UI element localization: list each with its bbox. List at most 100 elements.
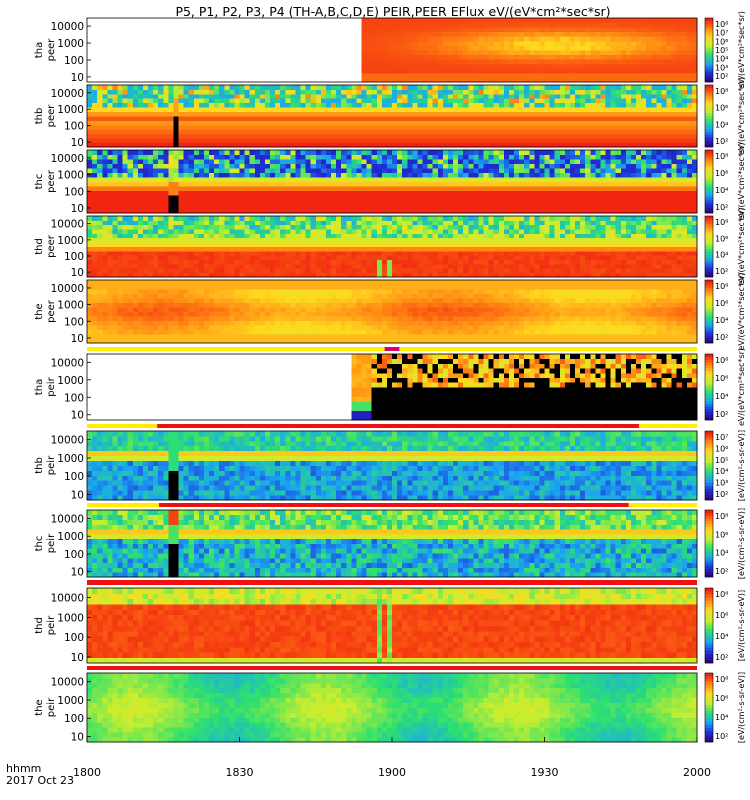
heatmap-cell [651,150,657,155]
heatmap-cell [173,85,179,90]
heatmap-cell [691,186,698,191]
heatmap-cell [620,68,627,74]
heatmap-cell [249,186,256,191]
heatmap-cell [285,229,291,234]
heatmap-cell [575,129,581,135]
heatmap-cell [453,208,459,214]
heatmap-cell [356,129,362,135]
heatmap-cell [641,59,647,65]
heatmap-cell [107,142,113,148]
heatmap-cell [544,54,550,60]
heatmap-cell [198,259,205,265]
heatmap-cell [458,204,464,209]
heatmap-cell [442,181,449,187]
heatmap-cell [458,102,464,108]
heatmap-cell [519,22,525,28]
heatmap-cell [437,163,444,169]
heatmap-cell [229,216,235,221]
heatmap-cell [87,102,93,108]
heatmap-cell [376,116,383,121]
heatmap-cell [447,124,454,130]
heatmap-cell [117,111,123,117]
heatmap-cell [122,216,129,221]
colorbar-segment [705,108,713,112]
heatmap-cell [331,138,337,143]
heatmap-cell [183,268,190,274]
heatmap-cell [514,168,520,173]
heatmap-cell [600,172,606,178]
heatmap-cell [671,181,678,187]
heatmap-cell [290,138,296,143]
heatmap-cell [417,186,423,191]
heatmap-cell [569,186,576,191]
heatmap-cell [117,233,123,239]
heatmap-cell [173,250,179,256]
heatmap-cell [158,259,164,265]
heatmap-cell [300,204,306,209]
heatmap-cell [356,181,362,187]
heatmap-cell [137,242,144,247]
heatmap-cell [468,181,474,187]
heatmap-cell [630,116,637,121]
heatmap-cell [453,40,459,46]
heatmap-cell [346,111,352,117]
heatmap-cell [336,181,342,187]
heatmap-cell [397,120,403,126]
heatmap-cell [620,195,627,200]
heatmap-cell [651,199,657,205]
heatmap-cell [178,237,184,243]
heatmap-cell [361,50,367,55]
heatmap-cell [483,163,489,169]
heatmap-cell [209,216,215,221]
heatmap-cell [427,85,434,90]
heatmap-cell [620,129,627,135]
heatmap-cell [270,195,276,200]
heatmap-cell [641,150,647,155]
heatmap-cell [122,224,129,230]
heatmap-cell [178,85,184,90]
heatmap-cell [458,85,464,90]
heatmap-cell [325,107,332,112]
heatmap-cell [468,124,474,130]
heatmap-cell [534,168,540,173]
heatmap-cell [641,163,647,169]
heatmap-cell [264,233,271,239]
heatmap-cell [534,22,540,28]
heatmap-cell [453,45,459,51]
heatmap-cell [392,27,398,33]
panel-frame [86,84,698,148]
heatmap-cell [178,102,184,108]
heatmap-cell [427,142,434,148]
heatmap-cell [270,150,276,155]
heatmap-cell [676,172,683,178]
heatmap-cell [432,18,439,23]
heatmap-cell [656,68,662,74]
heatmap-cell [549,116,556,121]
heatmap-cell [209,89,215,95]
heatmap-cell [412,124,418,130]
heatmap-cell [610,186,617,191]
heatmap-cell [595,177,601,182]
heatmap-cell [630,40,637,46]
heatmap-cell [158,159,164,164]
heatmap-cells [361,18,698,83]
heatmap-cell [615,181,622,187]
heatmap-cell [158,154,164,160]
heatmap-cell [564,85,571,90]
heatmap-cell [447,186,454,191]
heatmap-cell [275,195,281,200]
heatmap-cell [407,163,413,169]
heatmap-cell [392,77,398,83]
heatmap-cell [498,77,505,83]
heatmap-cell [280,246,286,252]
heatmap-cell [427,172,434,178]
heatmap-cell [580,199,586,205]
heatmap-cell [427,31,434,37]
heatmap-cell [386,111,393,117]
heatmap-cell [539,93,545,99]
heatmap-cell [559,195,566,200]
heatmap-cell [290,255,296,260]
heatmap-cell [270,190,276,196]
heatmap-cell [590,150,596,155]
heatmap-cell [590,138,596,143]
